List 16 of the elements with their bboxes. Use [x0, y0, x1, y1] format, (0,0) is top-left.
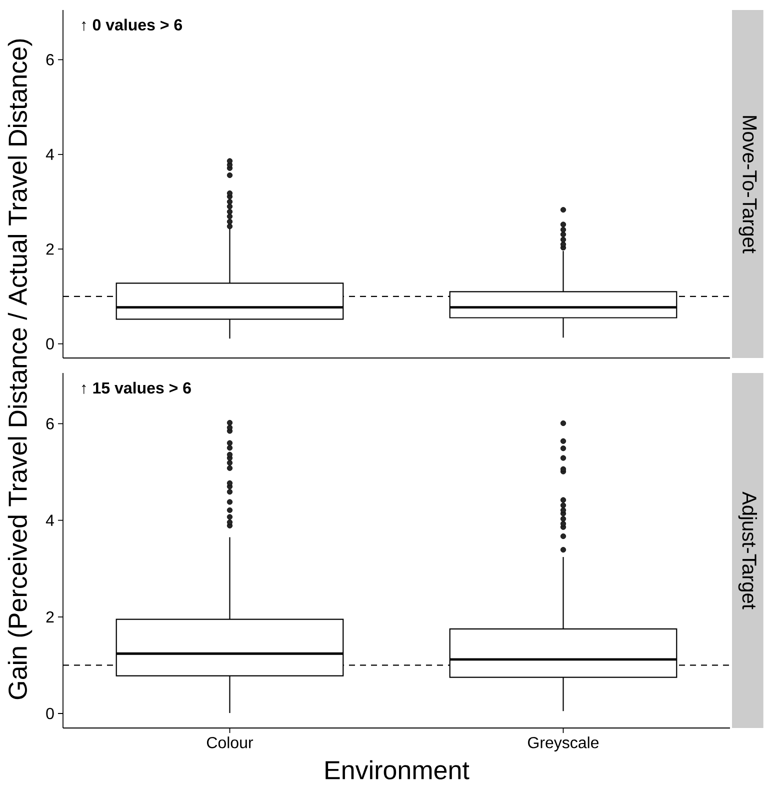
- y-tick-label: 4: [46, 514, 54, 526]
- y-tick-label: 0: [46, 338, 54, 350]
- y-tick-label: 6: [46, 54, 54, 66]
- y-tick-label: 0: [46, 708, 54, 720]
- annotation: ↑ 15 values > 6: [82, 382, 191, 394]
- x-tick-label: Colour: [207, 736, 254, 748]
- text: Adjust-Target: [738, 492, 757, 610]
- y-tick-label: 4: [46, 148, 54, 160]
- y-tick-label: 2: [46, 611, 54, 622]
- y-tick-label: 2: [46, 244, 54, 255]
- y-axis-title: Gain (Perceived Travel Distance / Actual Travel Distance): [8, 39, 32, 700]
- x-axis-title: Environment: [326, 760, 470, 780]
- x-tick-label: Greyscale: [528, 736, 599, 752]
- text: Move-To-Target: [738, 116, 757, 254]
- annotation: ↑ 0 values > 6: [82, 18, 182, 31]
- y-tick-label: 6: [46, 418, 54, 430]
